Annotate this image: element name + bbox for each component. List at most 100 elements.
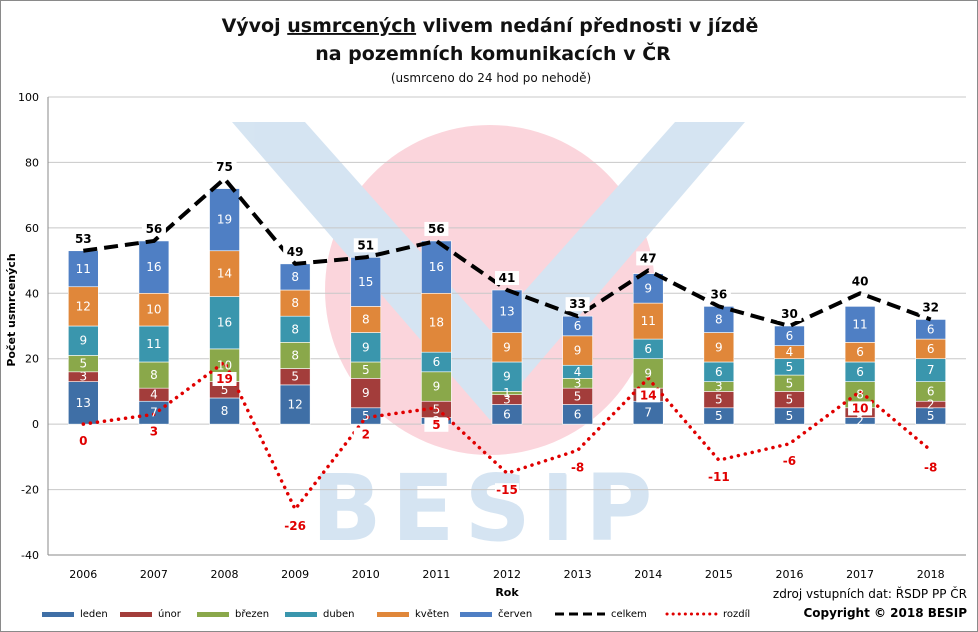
segment-label: 18: [429, 316, 444, 330]
segment-label: 5: [362, 363, 370, 377]
segment-label: 9: [503, 370, 511, 384]
segment-label: 16: [429, 260, 444, 274]
segment-label: 3: [715, 380, 723, 394]
total-label: 47: [640, 251, 657, 265]
segment-label: 2: [927, 398, 935, 412]
y-axis-title: Počet usmrcených: [5, 253, 18, 366]
bar-segment: [632, 302, 664, 340]
chart-subtitle: (usmrceno do 24 hod po nehodě): [391, 71, 591, 85]
total-label-bg: [424, 221, 449, 236]
y-tick-label: 60: [25, 222, 39, 235]
legend-label-květen: květen: [415, 608, 449, 620]
y-tick-label: 20: [25, 353, 39, 366]
bar-segment: [209, 397, 240, 425]
difference-label: 2: [362, 428, 370, 442]
legend-label-duben: duben: [323, 609, 355, 620]
segment-label: 10: [217, 358, 232, 372]
bar-segment: [68, 250, 99, 288]
total-label-bg: [495, 271, 519, 286]
segment-label: 7: [927, 363, 935, 377]
difference-label: 5: [432, 418, 440, 432]
x-tick-label: 2007: [140, 568, 168, 581]
segment-label: 7: [150, 406, 158, 420]
difference-label-bg: [706, 470, 731, 485]
segment-label: 8: [291, 296, 299, 310]
bar-segment: [632, 273, 664, 304]
bar-segment: [138, 240, 170, 294]
x-tick-label: 2009: [281, 568, 309, 581]
segment-label: 5: [291, 370, 299, 384]
segment-label: 8: [856, 388, 864, 402]
bar-segment: [421, 292, 452, 353]
segment-label: 6: [503, 407, 511, 421]
watermark-text: BESIP: [312, 455, 663, 562]
segment-label: 11: [852, 317, 867, 331]
segment-label: 15: [358, 275, 373, 289]
x-tick-label: 2006: [69, 568, 97, 581]
difference-label: 10: [852, 401, 869, 415]
data-source: zdroj vstupních dat: ŘSDP PP ČR: [773, 586, 967, 601]
legend-swatch-červen: [460, 612, 492, 617]
bar-segment: [632, 358, 664, 389]
difference-label-bg: [424, 417, 449, 432]
segment-label: 5: [79, 357, 87, 371]
bar-segment: [703, 332, 735, 363]
bar-segment: [279, 384, 311, 425]
bar-segment: [491, 289, 523, 333]
total-label: 53: [75, 232, 92, 246]
x-tick-label: 2013: [564, 568, 592, 581]
total-line: [83, 176, 932, 328]
segment-label: 8: [362, 312, 370, 326]
segment-label: 8: [291, 322, 299, 336]
segment-label: 9: [574, 344, 582, 358]
segment-label: 6: [433, 355, 441, 369]
total-label: 56: [428, 222, 445, 236]
segment-label: 7: [644, 406, 652, 420]
total-label-bg: [71, 231, 96, 246]
segment-label: 9: [362, 340, 370, 354]
segment-label: 5: [786, 393, 794, 407]
segment-label: 16: [146, 260, 161, 274]
difference-label: -15: [496, 483, 518, 497]
segment-label: 13: [499, 304, 514, 318]
total-label-bg: [636, 251, 661, 266]
segment-label: 5: [362, 409, 370, 423]
segment-label: 8: [150, 368, 158, 382]
segment-label: 6: [715, 365, 723, 379]
difference-label: 3: [150, 424, 158, 438]
difference-label: -6: [783, 454, 796, 468]
bar-segment: [279, 263, 311, 291]
segment-label: 5: [786, 409, 794, 423]
bar-segment: [209, 250, 240, 297]
bar-segment: [350, 306, 382, 333]
x-tick-label: 2014: [634, 568, 662, 581]
x-axis-title: Rok: [495, 586, 519, 599]
segment-label: 4: [574, 365, 582, 379]
segment-label: 6: [856, 365, 864, 379]
bar-segment: [703, 306, 735, 333]
segment-label: 6: [927, 322, 935, 336]
chart-title-underlined: usmrcených: [287, 15, 416, 37]
difference-label-bg: [141, 424, 166, 439]
x-tick-label: 2011: [422, 568, 450, 581]
segment-label: 14: [217, 267, 232, 281]
legend: leden únor březen duben květen červen celkem ro…: [42, 608, 750, 620]
segment-label: 16: [217, 316, 232, 330]
segment-label: 12: [288, 398, 303, 412]
segment-label: 1: [503, 386, 511, 400]
segment-label: 8: [221, 404, 229, 418]
segment-label: 11: [146, 337, 161, 351]
segment-label: 13: [76, 396, 91, 410]
y-tick-label: 80: [25, 156, 39, 169]
total-label: 75: [216, 160, 233, 174]
total-label-bg: [706, 287, 731, 302]
difference-label: -8: [571, 460, 584, 474]
x-tick-label: 2012: [493, 568, 521, 581]
total-label-bg: [565, 297, 590, 312]
total-label: 56: [146, 222, 163, 236]
total-label-bg: [918, 300, 943, 315]
segment-label: 6: [786, 329, 794, 343]
segment-label: 8: [291, 348, 299, 362]
legend-label-únor: únor: [158, 608, 182, 620]
